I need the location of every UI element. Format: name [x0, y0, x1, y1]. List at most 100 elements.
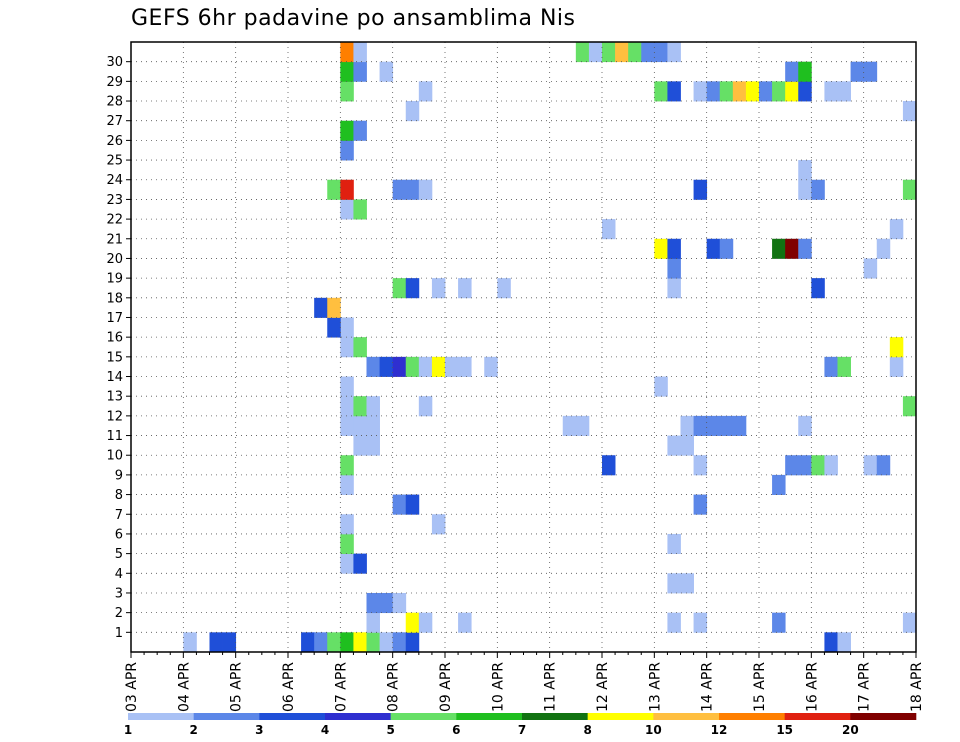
heatmap-cell [693, 179, 708, 200]
legend-label: 2 [189, 723, 197, 737]
heatmap-cell [824, 632, 838, 653]
legend-swatch [522, 713, 588, 720]
heatmap-cell [340, 474, 354, 495]
x-tick-label: 15 APR [752, 662, 768, 712]
legend-label: 12 [711, 723, 728, 737]
heatmap-cell [876, 455, 891, 476]
heatmap-cell [405, 356, 420, 377]
heatmap-cell [654, 238, 668, 259]
y-tick-label: 13 [106, 390, 123, 405]
legend-label: 1 [124, 723, 132, 737]
heatmap-cell [863, 258, 878, 279]
heatmap-cell [353, 396, 367, 417]
heatmap-cell [327, 632, 341, 653]
heatmap-cell [418, 81, 433, 102]
heatmap-cell [353, 415, 367, 436]
y-tick-label: 6 [115, 527, 123, 542]
x-tick-label: 09 APR [438, 662, 454, 712]
heatmap-cell [602, 455, 616, 476]
heatmap-cell [667, 612, 681, 633]
cells-layer [183, 42, 917, 653]
x-tick-label: 18 APR [909, 662, 925, 712]
legend-label: 8 [583, 723, 591, 737]
y-tick-label: 26 [106, 134, 123, 149]
heatmap-cell [680, 415, 694, 436]
heatmap-cell [889, 337, 904, 358]
heatmap-cell [327, 179, 341, 200]
heatmap-cell [745, 81, 760, 102]
y-tick-label: 22 [106, 213, 123, 228]
heatmap-cell [431, 278, 446, 299]
heatmap-cell [379, 61, 394, 82]
heatmap-cell [654, 376, 668, 397]
legend-swatch [259, 713, 326, 720]
x-tick-label: 12 APR [595, 662, 611, 712]
legend-swatch [850, 713, 917, 720]
heatmap-cell [366, 356, 380, 377]
y-tick-label: 7 [115, 508, 123, 523]
heatmap-cell [431, 514, 446, 535]
heatmap-cell [667, 42, 681, 63]
legend-label: 20 [842, 723, 859, 737]
heatmap-cell [575, 42, 590, 63]
y-tick-label: 27 [106, 114, 123, 129]
heatmap-cell [340, 337, 354, 358]
y-tick-label: 5 [115, 547, 123, 562]
heatmap-cell [183, 632, 197, 653]
y-tick-label: 8 [115, 488, 123, 503]
x-tick-label: 10 APR [490, 662, 506, 712]
heatmap-cell [693, 415, 708, 436]
heatmap-cell [222, 632, 237, 653]
heatmap-cell [392, 632, 407, 653]
heatmap-cell [327, 317, 341, 338]
heatmap-cell [706, 415, 721, 436]
heatmap-cell [340, 553, 354, 574]
heatmap-cell [798, 455, 812, 476]
heatmap-cell [340, 415, 354, 436]
color-legend: 1 2 3 4 5 6 7 8 10 12 15 20 [124, 713, 917, 737]
y-tick-label: 14 [106, 370, 123, 385]
heatmap-cell [445, 356, 459, 377]
y-tick-label: 29 [106, 75, 123, 90]
y-tick-label: 21 [106, 232, 123, 247]
heatmap-cell [837, 81, 851, 102]
heatmap-cell [772, 612, 786, 633]
heatmap-cell [628, 42, 642, 63]
heatmap-cell [902, 396, 917, 417]
heatmap-cell [902, 612, 917, 633]
heatmap-cell [902, 101, 917, 122]
heatmap-cell [772, 238, 786, 259]
x-tick-label: 11 APR [543, 662, 559, 712]
legend-swatch [390, 713, 457, 720]
heatmap-cell [719, 81, 734, 102]
plot-frame [130, 41, 917, 653]
heatmap-cell [340, 376, 354, 397]
x-tick-label: 16 APR [804, 662, 820, 712]
heatmap-cell [379, 592, 394, 614]
heatmap-cell [366, 612, 380, 633]
heatmap-cell [863, 61, 878, 82]
heatmap-cell [824, 81, 838, 102]
heatmap-cell [366, 396, 380, 417]
heatmap-cell [719, 238, 734, 259]
heatmap-cell [405, 101, 420, 122]
heatmap-cell [824, 356, 838, 377]
heatmap-cell [458, 278, 472, 299]
y-tick-label: 4 [115, 567, 123, 582]
heatmap-cell [798, 61, 812, 82]
heatmap-cell [301, 632, 315, 653]
legend-swatch [128, 713, 194, 720]
heatmap-cell [497, 278, 511, 299]
legend-label: 6 [452, 723, 460, 737]
legend-swatch [456, 713, 523, 720]
y-tick-label: 16 [106, 331, 123, 346]
y-tick-label: 25 [106, 154, 123, 169]
heatmap-cell [209, 632, 223, 653]
heatmap-cell [431, 356, 446, 377]
y-tick-label: 20 [106, 252, 123, 267]
legend-swatch [719, 713, 785, 720]
heatmap-cell [798, 81, 812, 102]
x-tick-label: 07 APR [333, 662, 349, 712]
heatmap-cell [732, 81, 747, 102]
x-tick-label: 17 APR [857, 662, 873, 712]
